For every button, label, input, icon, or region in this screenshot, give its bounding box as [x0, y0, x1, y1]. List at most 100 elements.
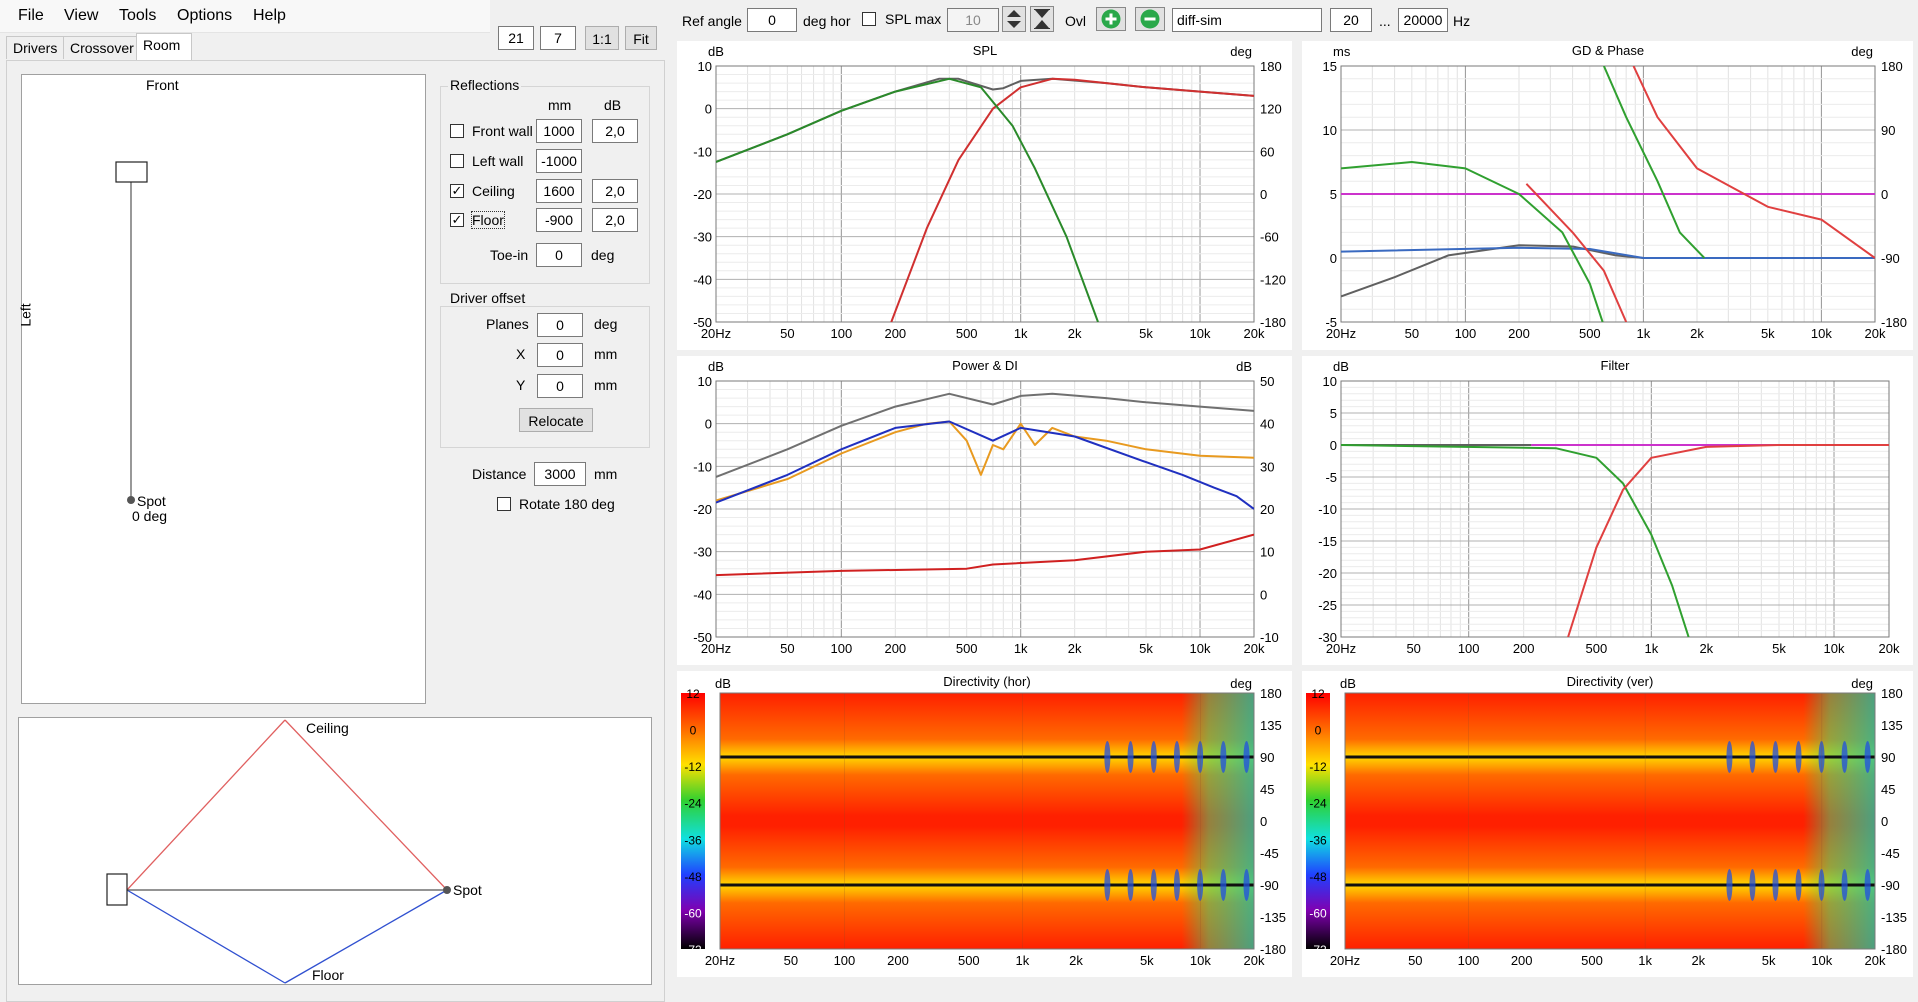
colorbar-tick-label: -60: [1309, 906, 1327, 920]
tab-drivers[interactable]: Drivers: [6, 36, 70, 59]
view-value-1[interactable]: 21: [498, 26, 534, 50]
series-line-1: [716, 420, 1254, 502]
floor-checkbox[interactable]: ✓: [450, 212, 464, 227]
room-side-view[interactable]: Ceiling Floor Spot: [18, 717, 652, 985]
remove-overlay-button[interactable]: [1135, 7, 1165, 31]
overlay-name-input[interactable]: diff-sim: [1172, 8, 1322, 32]
y2-tick-label: -10: [1260, 630, 1279, 645]
x-tick-label: 20k: [1244, 326, 1265, 341]
freq-min-input[interactable]: 20: [1330, 8, 1372, 32]
y2-tick-label: 90: [1881, 123, 1895, 138]
distance-input[interactable]: 3000: [534, 462, 586, 486]
left-wall-checkbox[interactable]: [450, 154, 464, 168]
fit-button[interactable]: Fit: [625, 26, 657, 50]
x-tick-label: 2k: [1068, 326, 1082, 341]
y-tick-label: -10: [693, 144, 712, 159]
spl-max-checkbox[interactable]: [862, 12, 876, 26]
menu-file[interactable]: File: [18, 7, 44, 24]
side-spot-label: Spot: [453, 882, 482, 898]
spl-max-input[interactable]: 10: [947, 8, 999, 32]
toe-in-label: Toe-in: [490, 247, 529, 263]
lobe-mark: [1173, 741, 1180, 773]
ceiling-mm-input[interactable]: 1600: [536, 179, 582, 203]
y2-tick-label: -90: [1881, 251, 1900, 266]
y2-tick-label: 180: [1881, 59, 1903, 74]
x-tick-label: 100: [830, 326, 852, 341]
lobe-mark: [1104, 741, 1111, 773]
freq-max-input[interactable]: 20000: [1398, 8, 1448, 32]
directivity-hor-chart[interactable]: 12 0 -12 -24 -36 -48 -60 -72 Directivity (hor) dB…: [677, 671, 1292, 977]
ceiling-db-input[interactable]: 2,0: [592, 179, 638, 203]
x-tick-label: 1k: [1014, 326, 1028, 341]
x-tick-label: 1k: [1638, 953, 1652, 968]
chart-title: GD & Phase: [1572, 43, 1644, 58]
distance-unit: mm: [594, 466, 618, 482]
rotate-checkbox[interactable]: [497, 497, 511, 511]
y2-tick-label: -180: [1881, 315, 1907, 330]
spot-marker[interactable]: [127, 496, 135, 504]
room-top-view[interactable]: Front Left Spot 0 deg: [18, 74, 426, 704]
y-tick-label: -20: [1318, 566, 1337, 581]
left-unit-label: dB: [1333, 359, 1349, 374]
lobe-mark: [1243, 869, 1250, 901]
y2-tick-label: 90: [1881, 750, 1895, 765]
ceiling-checkbox[interactable]: ✓: [450, 183, 464, 198]
one-to-one-button[interactable]: 1:1: [585, 26, 619, 50]
menu-bar: File View Tools Options Help: [0, 0, 490, 33]
menu-view[interactable]: View: [64, 7, 99, 24]
right-unit-label: deg: [1230, 44, 1252, 59]
colorbar-tick-label: -72: [1309, 943, 1327, 957]
x-tick-label: 10k: [1811, 953, 1832, 968]
chart-title: Directivity (hor): [943, 674, 1030, 689]
tab-crossover[interactable]: Crossover: [63, 36, 145, 59]
left-wall-mm-input[interactable]: -1000: [536, 149, 582, 173]
tab-room[interactable]: Room: [136, 33, 192, 60]
front-wall-mm-input[interactable]: 1000: [536, 119, 582, 143]
view-value-2[interactable]: 7: [540, 26, 576, 50]
x-tick-label: 20k: [1865, 326, 1886, 341]
collapse-button[interactable]: [1030, 6, 1054, 32]
x-tick-label: 200: [884, 326, 906, 341]
y-unit: mm: [594, 377, 618, 393]
relocate-button[interactable]: Relocate: [519, 408, 593, 432]
right-unit-label: deg: [1230, 676, 1252, 691]
power-di-chart[interactable]: Power & DI dB dB 10 0 -10 -20 -30 -40 -50 50 40 30 20…: [677, 356, 1292, 665]
y-input[interactable]: 0: [537, 374, 583, 398]
spl-chart[interactable]: SPL dB deg 10 0 -10 -20 -30 -40 -50 180 120 60 0 -60 -1…: [677, 41, 1292, 350]
menu-help[interactable]: Help: [253, 7, 286, 24]
lobe-mark: [1864, 869, 1871, 901]
x-input[interactable]: 0: [537, 343, 583, 367]
planes-label: Planes: [486, 316, 529, 332]
right-unit-label: deg: [1851, 44, 1873, 59]
ref-angle-input[interactable]: 0: [747, 8, 797, 32]
spin-updown-button[interactable]: [1002, 6, 1026, 32]
front-wall-checkbox[interactable]: [450, 124, 464, 138]
floor-mm-input[interactable]: -900: [536, 208, 582, 232]
series-line-3: [1341, 161, 1604, 322]
y-tick-label: 10: [1323, 123, 1337, 138]
speaker-box-top[interactable]: [115, 161, 148, 183]
x-tick-label: 10k: [1190, 326, 1211, 341]
series-line-6: [1632, 66, 1875, 259]
y-tick-label: -25: [1318, 598, 1337, 613]
gd-phase-chart[interactable]: GD & Phase ms deg 15 10 5 0 -5 180 90 0 -90 -180 20Hz…: [1302, 41, 1913, 350]
front-wall-db-input[interactable]: 2,0: [592, 119, 638, 143]
floor-db-input[interactable]: 2,0: [592, 208, 638, 232]
filter-chart[interactable]: Filter dB 10 5 0 -5 -10 -15 -20 -25 -30 20Hz 50 100 20…: [1302, 356, 1913, 665]
menu-options[interactable]: Options: [177, 7, 233, 24]
lobe-mark: [1220, 741, 1227, 773]
colorbar-tick-label: -48: [684, 870, 702, 884]
y-tick-label: -5: [1325, 315, 1337, 330]
planes-input[interactable]: 0: [537, 313, 583, 337]
menu-tools[interactable]: Tools: [119, 7, 157, 24]
front-label: Front: [146, 77, 179, 93]
y-tick-label: -15: [1318, 534, 1337, 549]
directivity-ver-chart[interactable]: 12 0 -12 -24 -36 -48 -60 -72 Directivity (ver) dB…: [1302, 671, 1913, 977]
x-tick-label: 20Hz: [1326, 326, 1356, 341]
add-overlay-button[interactable]: [1096, 7, 1126, 31]
y2-tick-label: -120: [1260, 272, 1286, 287]
colorbar-tick-label: -48: [1309, 870, 1327, 884]
y-tick-label: -50: [693, 315, 712, 330]
toe-in-input[interactable]: 0: [536, 243, 582, 267]
toe-in-unit: deg: [591, 247, 615, 263]
